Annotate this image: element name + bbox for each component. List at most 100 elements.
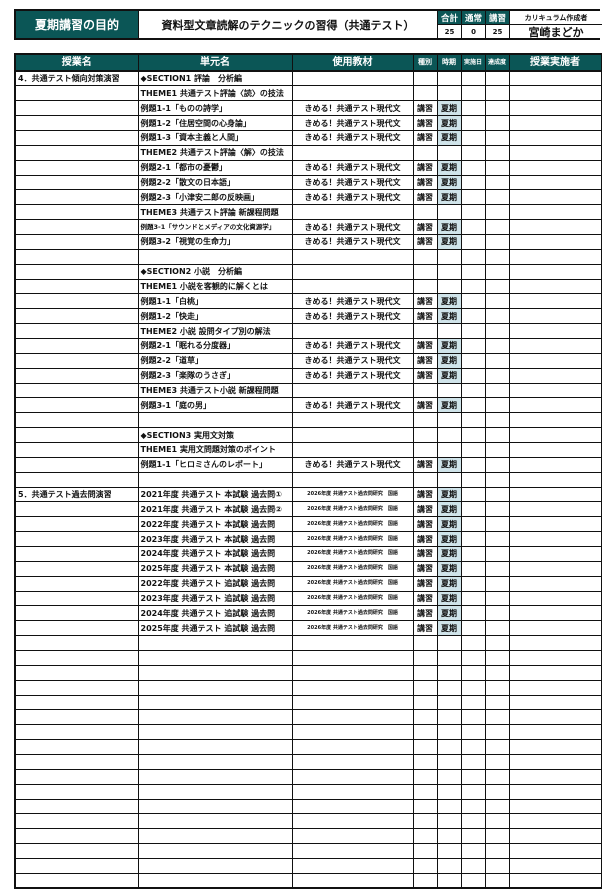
unit-cell[interactable]: 2024年度 共通テスト 本試験 過去問 bbox=[137, 546, 293, 562]
lesson-cell[interactable] bbox=[14, 783, 139, 800]
instructor-cell[interactable] bbox=[508, 605, 602, 622]
date-cell[interactable] bbox=[460, 635, 486, 652]
type-cell[interactable]: 講習 bbox=[412, 397, 438, 414]
achievement-cell[interactable] bbox=[484, 412, 510, 429]
date-cell[interactable] bbox=[460, 412, 486, 429]
achievement-cell[interactable] bbox=[484, 664, 510, 681]
instructor-cell[interactable] bbox=[508, 486, 602, 503]
material-cell[interactable] bbox=[291, 471, 414, 488]
lesson-cell[interactable] bbox=[14, 813, 139, 830]
instructor-cell[interactable] bbox=[508, 501, 602, 518]
period-cell[interactable]: 夏期 bbox=[436, 590, 462, 607]
period-cell[interactable] bbox=[436, 204, 462, 221]
date-cell[interactable] bbox=[460, 828, 486, 845]
instructor-cell[interactable] bbox=[508, 664, 602, 681]
type-cell[interactable]: 講習 bbox=[412, 531, 438, 547]
achievement-cell[interactable] bbox=[484, 293, 510, 310]
lesson-cell[interactable] bbox=[14, 754, 139, 770]
type-cell[interactable] bbox=[412, 783, 438, 800]
instructor-cell[interactable] bbox=[508, 263, 602, 280]
type-cell[interactable]: 講習 bbox=[412, 337, 438, 354]
material-cell[interactable] bbox=[291, 263, 414, 280]
material-cell[interactable] bbox=[291, 323, 414, 339]
period-cell[interactable] bbox=[436, 85, 462, 102]
achievement-cell[interactable] bbox=[484, 248, 510, 265]
lesson-cell[interactable] bbox=[14, 798, 139, 815]
lesson-cell[interactable] bbox=[14, 590, 139, 607]
unit-cell[interactable]: 例題2-1「都市の憂鬱」 bbox=[137, 159, 293, 176]
period-cell[interactable]: 夏期 bbox=[436, 159, 462, 176]
achievement-cell[interactable] bbox=[484, 427, 510, 443]
lesson-cell[interactable] bbox=[14, 337, 139, 354]
material-cell[interactable]: 2026年度 共通テスト過去問研究 国語 bbox=[291, 620, 414, 637]
date-cell[interactable] bbox=[460, 337, 486, 354]
achievement-cell[interactable] bbox=[484, 783, 510, 800]
material-cell[interactable]: きめる！共通テスト現代文 bbox=[291, 308, 414, 325]
unit-cell[interactable]: ◆SECTION1 評論 分析編 bbox=[137, 70, 293, 87]
period-cell[interactable]: 夏期 bbox=[436, 575, 462, 592]
period-cell[interactable]: 夏期 bbox=[436, 397, 462, 414]
date-cell[interactable] bbox=[460, 85, 486, 102]
lesson-cell[interactable] bbox=[14, 605, 139, 622]
lesson-cell[interactable] bbox=[14, 85, 139, 102]
date-cell[interactable] bbox=[460, 575, 486, 592]
material-cell[interactable]: 2026年度 共通テスト過去問研究 国語 bbox=[291, 486, 414, 503]
type-cell[interactable] bbox=[412, 724, 438, 741]
date-cell[interactable] bbox=[460, 367, 486, 384]
unit-cell[interactable]: 例題2-1「眠れる分度器」 bbox=[137, 337, 293, 354]
instructor-cell[interactable] bbox=[508, 843, 602, 860]
material-cell[interactable] bbox=[291, 204, 414, 221]
type-cell[interactable]: 講習 bbox=[412, 560, 438, 577]
lesson-cell[interactable] bbox=[14, 352, 139, 369]
period-cell[interactable]: 夏期 bbox=[436, 352, 462, 369]
unit-cell[interactable]: THEME2 共通テスト評論〈解〉の技法 bbox=[137, 144, 293, 161]
unit-cell[interactable] bbox=[137, 754, 293, 770]
period-cell[interactable] bbox=[436, 70, 462, 87]
unit-cell[interactable]: 例題1-3「資本主義と人間」 bbox=[137, 129, 293, 146]
unit-cell[interactable]: 2021年度 共通テスト 本試験 過去問② bbox=[137, 501, 293, 518]
type-cell[interactable] bbox=[412, 828, 438, 845]
achievement-cell[interactable] bbox=[484, 323, 510, 339]
date-cell[interactable] bbox=[460, 783, 486, 800]
instructor-cell[interactable] bbox=[508, 635, 602, 652]
lesson-cell[interactable] bbox=[14, 248, 139, 265]
instructor-cell[interactable] bbox=[508, 754, 602, 770]
instructor-cell[interactable] bbox=[508, 650, 602, 666]
unit-cell[interactable] bbox=[137, 843, 293, 860]
instructor-cell[interactable] bbox=[508, 85, 602, 102]
achievement-cell[interactable] bbox=[484, 798, 510, 815]
type-cell[interactable]: 講習 bbox=[412, 546, 438, 562]
type-cell[interactable] bbox=[412, 709, 438, 726]
instructor-cell[interactable] bbox=[508, 382, 602, 399]
instructor-cell[interactable] bbox=[508, 798, 602, 815]
instructor-cell[interactable] bbox=[508, 575, 602, 592]
type-cell[interactable] bbox=[412, 679, 438, 696]
lesson-cell[interactable] bbox=[14, 323, 139, 339]
achievement-cell[interactable] bbox=[484, 174, 510, 191]
unit-cell[interactable] bbox=[137, 664, 293, 681]
material-cell[interactable]: きめる！共通テスト現代文 bbox=[291, 293, 414, 310]
period-cell[interactable] bbox=[436, 813, 462, 830]
unit-cell[interactable] bbox=[137, 412, 293, 429]
achievement-cell[interactable] bbox=[484, 768, 510, 785]
type-cell[interactable]: 講習 bbox=[412, 308, 438, 325]
achievement-cell[interactable] bbox=[484, 650, 510, 666]
unit-cell[interactable]: 例題2-3「小津安二郎の反映画」 bbox=[137, 189, 293, 206]
unit-cell[interactable]: ◆SECTION2 小説 分析編 bbox=[137, 263, 293, 280]
period-cell[interactable]: 夏期 bbox=[436, 367, 462, 384]
instructor-cell[interactable] bbox=[508, 248, 602, 265]
lesson-cell[interactable] bbox=[14, 219, 139, 235]
material-cell[interactable] bbox=[291, 858, 414, 874]
material-cell[interactable] bbox=[291, 382, 414, 399]
date-cell[interactable] bbox=[460, 471, 486, 488]
date-cell[interactable] bbox=[460, 219, 486, 235]
period-cell[interactable]: 夏期 bbox=[436, 337, 462, 354]
date-cell[interactable] bbox=[460, 516, 486, 533]
unit-cell[interactable] bbox=[137, 828, 293, 845]
material-cell[interactable] bbox=[291, 248, 414, 265]
date-cell[interactable] bbox=[460, 70, 486, 87]
material-cell[interactable] bbox=[291, 872, 414, 889]
type-cell[interactable] bbox=[412, 382, 438, 399]
period-cell[interactable] bbox=[436, 783, 462, 800]
period-cell[interactable] bbox=[436, 263, 462, 280]
